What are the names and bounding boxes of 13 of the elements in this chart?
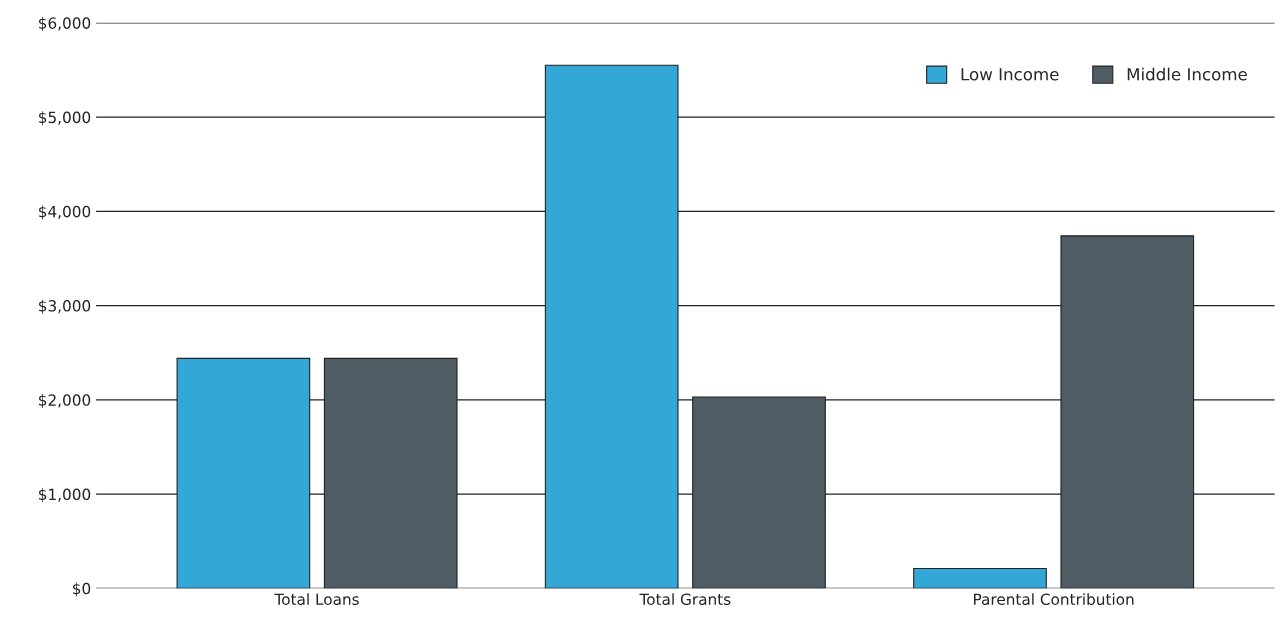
y-tick-label: $3,000 xyxy=(39,299,91,314)
y-tick-label: $2,000 xyxy=(39,394,91,408)
x-tick-label: Total Loans xyxy=(274,593,359,606)
y-tick-label: $1,000 xyxy=(39,488,91,503)
y-tick-label: $4,000 xyxy=(39,205,91,220)
legend-label: Middle Income xyxy=(1127,67,1247,81)
y-tick-label: $6,000 xyxy=(39,17,91,31)
y-tick-label: $5,000 xyxy=(39,111,91,126)
y-tick-label: $0 xyxy=(73,582,91,597)
x-tick-label: Parental Contribution xyxy=(974,593,1134,606)
legend-label: Low Income xyxy=(961,68,1059,81)
bar xyxy=(913,567,1047,589)
x-tick-label: Total Grants xyxy=(639,593,731,606)
